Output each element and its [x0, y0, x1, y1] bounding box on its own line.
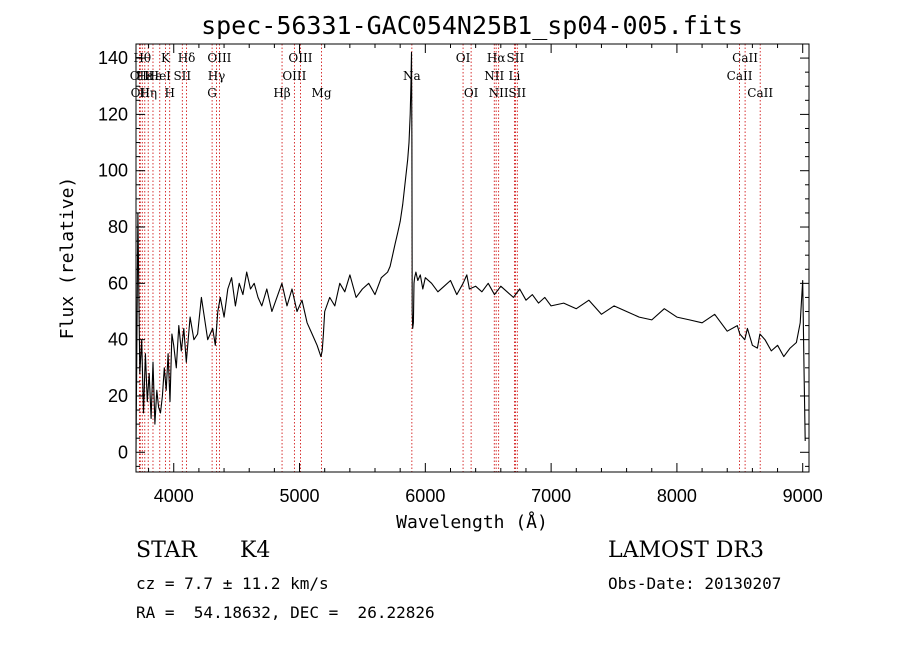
- line-label-11: G: [207, 86, 217, 100]
- x-tick-label-5000: 5000: [280, 486, 320, 506]
- x-axis: 4000 5000 6000 7000 8000 9000: [148, 44, 823, 506]
- observation-date: Obs-Date: 20130207: [608, 574, 782, 593]
- line-label-1: OII: [131, 86, 151, 100]
- line-label-4: Hη: [139, 86, 157, 100]
- emission-line-markers: [138, 44, 761, 472]
- y-tick-label-140: 140: [98, 48, 128, 68]
- object-type: STAR: [136, 538, 197, 563]
- chart-title: spec-56331-GAC054N25B1_sp04-005.fits: [201, 11, 743, 40]
- line-label-22: Hα: [487, 51, 506, 65]
- line-label-3: Hε: [136, 69, 153, 83]
- x-tick-label-4000: 4000: [154, 486, 194, 506]
- subclass: K4: [240, 538, 271, 563]
- line-label-16: OIII: [288, 51, 312, 65]
- y-axis-label: Flux (relative): [57, 177, 78, 340]
- y-tick-label-60: 60: [108, 273, 128, 293]
- y-axis: 0 20 40 60 80 100 120 140: [98, 43, 809, 467]
- line-label-23: NII: [489, 86, 509, 100]
- line-label-6: HeI: [149, 69, 172, 83]
- x-tick-label-9000: 9000: [783, 486, 823, 506]
- line-label-26: SII: [508, 86, 526, 100]
- x-tick-label-6000: 6000: [405, 486, 445, 506]
- line-label-24: Li: [508, 69, 520, 83]
- line-label-12: Hγ: [208, 69, 226, 83]
- line-label-8: H: [164, 86, 174, 100]
- y-tick-label-40: 40: [108, 330, 128, 350]
- line-label-18: Na: [403, 69, 421, 83]
- line-label-0: OII: [130, 69, 150, 83]
- y-tick-label-20: 20: [108, 386, 128, 406]
- line-label-25: SII: [507, 51, 525, 65]
- line-label-19: OI: [456, 51, 471, 65]
- line-label-17: Mg: [312, 86, 332, 100]
- spectrum-line: [135, 51, 806, 453]
- y-tick-label-0: 0: [118, 442, 128, 462]
- line-label-28: CaII: [732, 51, 758, 65]
- x-tick-label-7000: 7000: [531, 486, 571, 506]
- plot-frame: [135, 43, 810, 473]
- line-label-9: SII: [173, 69, 191, 83]
- series-group: [135, 51, 806, 453]
- line-label-27: CaII: [727, 69, 753, 83]
- line-label-15: OIII: [282, 69, 306, 83]
- line-label-7: K: [161, 51, 171, 65]
- y-tick-label-100: 100: [98, 161, 128, 181]
- y-tick-label-120: 120: [98, 104, 128, 124]
- survey-name: LAMOST DR3: [608, 538, 764, 563]
- redshift-velocity: cz = 7.7 ± 11.2 km/s: [136, 574, 329, 593]
- x-tick-label-8000: 8000: [657, 486, 697, 506]
- x-axis-label: Wavelength (Å): [396, 511, 548, 533]
- emission-line-labels: OIIOIIHθHεHηHεHeIKHSIIHδGHγOIIIHβOIIIOII…: [130, 51, 774, 100]
- line-label-5: Hε: [145, 69, 162, 83]
- line-label-14: Hβ: [273, 86, 290, 100]
- line-label-21: NII: [484, 69, 504, 83]
- line-label-10: Hδ: [178, 51, 196, 65]
- coordinates: RA = 54.18632, DEC = 26.22826: [136, 603, 435, 622]
- line-label-29: CaII: [747, 86, 773, 100]
- line-label-20: OI: [464, 86, 479, 100]
- line-label-13: OIII: [207, 51, 231, 65]
- y-tick-label-80: 80: [108, 217, 128, 237]
